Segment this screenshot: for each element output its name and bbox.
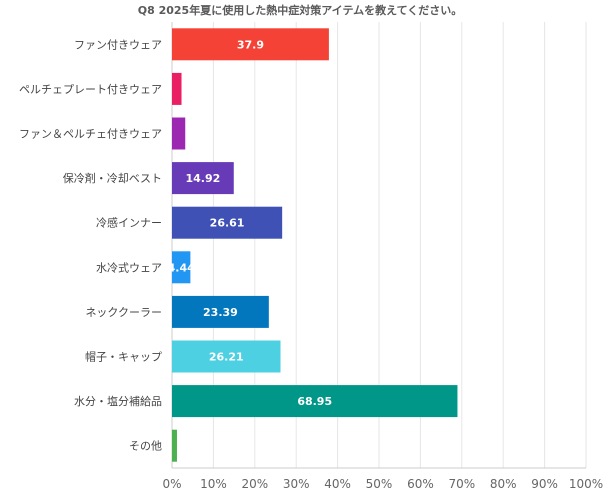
chart-title: Q8 2025年夏に使用した熱中症対策アイテムを教えてください。 [138, 3, 462, 17]
category-label: 水冷式ウェア [96, 261, 162, 274]
data-label: 68.95 [297, 395, 332, 408]
data-label: 37.9 [237, 38, 264, 51]
bar [172, 206, 283, 239]
x-tick-label: 90% [531, 477, 558, 491]
x-tick-label: 50% [366, 477, 393, 491]
gridlines [171, 22, 587, 469]
data-label: 26.21 [209, 351, 244, 364]
data-label: 23.39 [203, 306, 238, 319]
data-labels: 37.9 14.92 26.61 4.44 23.39 26.21 68.95 [168, 38, 333, 408]
x-tick-label: 80% [490, 477, 517, 491]
x-axis-ticks: 0% 10% 20% 30% 40% 50% 60% 70% 80% 90% 100% [162, 477, 603, 491]
x-tick-label: 10% [200, 477, 227, 491]
x-tick-label: 100% [569, 477, 603, 491]
data-label: 14.92 [185, 172, 220, 185]
category-label: 冷感インナー [96, 217, 162, 230]
bar [172, 162, 234, 195]
x-tick-label: 40% [324, 477, 351, 491]
x-tick-label: 70% [448, 477, 475, 491]
category-label: ファン付きウェア [74, 38, 162, 51]
x-tick-label: 0% [162, 477, 181, 491]
bars [172, 28, 458, 462]
bar [172, 429, 177, 462]
category-label: その他 [129, 440, 162, 453]
bar [172, 28, 329, 61]
bar [172, 340, 281, 373]
x-tick-label: 60% [407, 477, 434, 491]
category-labels: ファン付きウェアペルチェプレート付きウェアファン＆ペルチェ付きウェア保冷剤・冷却… [19, 38, 162, 452]
bar [172, 117, 186, 150]
bar [172, 295, 269, 328]
x-tick-label: 30% [283, 477, 310, 491]
bar [172, 251, 191, 284]
bar [172, 385, 458, 418]
category-label: ペルチェプレート付きウェア [19, 83, 162, 96]
data-label: 26.61 [210, 217, 245, 230]
x-tick-label: 20% [241, 477, 268, 491]
category-label: 保冷剤・冷却ベスト [63, 171, 162, 185]
bar [172, 72, 182, 105]
category-label: 帽子・キャップ [85, 351, 162, 364]
data-label: 4.44 [168, 261, 195, 274]
category-label: 水分・塩分補給品 [74, 394, 162, 408]
category-label: ネッククーラー [85, 306, 162, 319]
category-label: ファン＆ペルチェ付きウェア [19, 128, 162, 141]
